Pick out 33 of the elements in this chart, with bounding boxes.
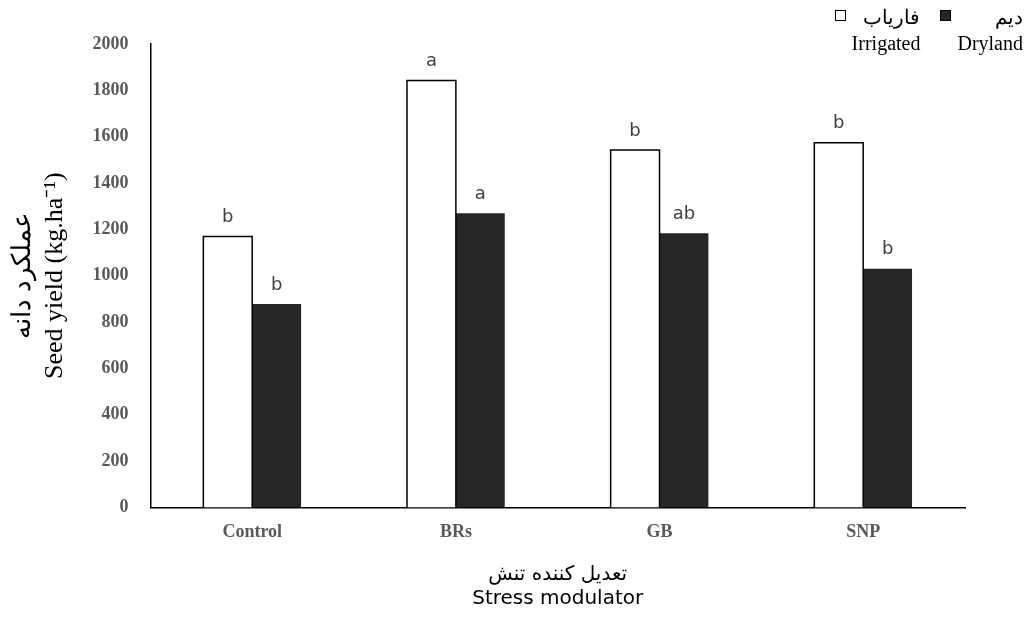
text: تعدیل کننده تنش bbox=[488, 561, 628, 586]
bar bbox=[455, 213, 505, 508]
bar bbox=[659, 233, 709, 508]
x-tick-label: GB bbox=[646, 520, 673, 541]
y-tick-label: 2000 bbox=[92, 32, 129, 53]
y-tick-label: 200 bbox=[101, 449, 129, 470]
y-tick-label: 1400 bbox=[92, 171, 129, 192]
x-tick-label: SNP bbox=[846, 520, 881, 541]
legend-label: دیم Dryland bbox=[957, 5, 1023, 56]
text: Stress modulator bbox=[472, 585, 644, 610]
data-label: b bbox=[881, 237, 894, 259]
y-tick-label: 600 bbox=[101, 357, 129, 378]
bar bbox=[863, 268, 913, 508]
y-tick-label: 1000 bbox=[92, 264, 129, 285]
text: عملکرد دانه bbox=[7, 212, 37, 339]
data-label: b bbox=[629, 118, 641, 140]
y-tick-label: 0 bbox=[119, 496, 129, 517]
bar bbox=[252, 303, 302, 508]
x-tick-label: BRs bbox=[439, 520, 472, 541]
data-label: ab bbox=[672, 201, 696, 223]
data-label: b bbox=[270, 272, 283, 294]
data-label: a bbox=[425, 49, 437, 71]
y-tick-label: 400 bbox=[101, 403, 129, 424]
data-label: b bbox=[222, 205, 234, 227]
y-tick-label: 800 bbox=[101, 310, 129, 331]
y-tick-label: 1600 bbox=[92, 125, 129, 146]
y-tick-label: 1200 bbox=[92, 218, 129, 239]
text: Seed yield (kg.ha⁻¹) bbox=[38, 172, 68, 380]
x-tick-label: Control bbox=[222, 520, 283, 541]
data-label: b bbox=[833, 111, 845, 133]
y-tick-label: 1800 bbox=[92, 79, 129, 99]
data-label: a bbox=[474, 181, 486, 203]
text: فاریاب Irrigated bbox=[851, 5, 921, 56]
